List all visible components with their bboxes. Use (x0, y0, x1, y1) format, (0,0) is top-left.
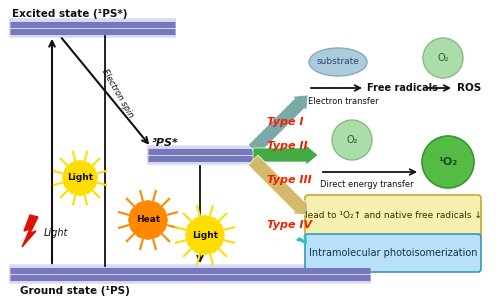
Text: lead to ¹O₂↑ and native free radicals ↓: lead to ¹O₂↑ and native free radicals ↓ (304, 212, 482, 221)
Text: ROS: ROS (457, 83, 481, 93)
Circle shape (332, 120, 372, 160)
Text: Ground state (¹PS): Ground state (¹PS) (20, 286, 130, 296)
FancyBboxPatch shape (305, 195, 481, 237)
FancyBboxPatch shape (9, 18, 176, 38)
Polygon shape (128, 200, 168, 240)
Text: Intramolecular photoisomerization: Intramolecular photoisomerization (309, 248, 477, 258)
Circle shape (64, 163, 96, 193)
Text: Electron spin: Electron spin (100, 67, 136, 119)
Text: Light: Light (44, 228, 68, 238)
Circle shape (423, 38, 463, 78)
Circle shape (131, 203, 165, 237)
Text: Type II: Type II (267, 141, 308, 151)
Text: O₂: O₂ (437, 53, 449, 63)
FancyBboxPatch shape (147, 145, 256, 165)
Text: Type IV: Type IV (267, 220, 312, 230)
FancyArrowPatch shape (298, 235, 306, 243)
Text: O₂: O₂ (346, 135, 358, 145)
FancyArrow shape (248, 95, 308, 155)
Text: ¹O₂: ¹O₂ (438, 157, 458, 167)
Text: Direct energy transfer: Direct energy transfer (320, 180, 414, 189)
Text: Electron transfer: Electron transfer (308, 97, 378, 106)
Text: Type I: Type I (267, 117, 304, 127)
FancyBboxPatch shape (305, 234, 481, 272)
Text: ³PS*: ³PS* (152, 138, 179, 148)
Text: substrate: substrate (316, 57, 360, 67)
FancyArrow shape (253, 145, 318, 165)
Text: Light: Light (192, 231, 218, 240)
Text: Type III: Type III (267, 175, 312, 185)
Text: Light: Light (67, 173, 93, 182)
Ellipse shape (309, 48, 367, 76)
Circle shape (422, 136, 474, 188)
Polygon shape (22, 215, 38, 247)
Text: Heat: Heat (136, 216, 160, 225)
Polygon shape (62, 160, 98, 196)
FancyBboxPatch shape (9, 264, 371, 284)
Text: Excited state (¹PS*): Excited state (¹PS*) (12, 9, 128, 19)
Text: Free radicals: Free radicals (367, 83, 438, 93)
Circle shape (188, 218, 222, 252)
FancyArrow shape (248, 155, 308, 215)
Polygon shape (185, 215, 225, 255)
